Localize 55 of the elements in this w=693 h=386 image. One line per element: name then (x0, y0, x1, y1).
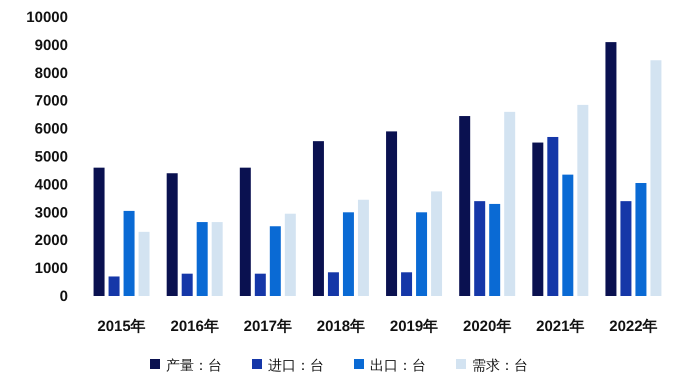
bar (284, 214, 296, 296)
bar (532, 142, 544, 296)
y-tick-label: 9000 (34, 36, 68, 54)
x-tick-label: 2018年 (316, 318, 366, 335)
bar (401, 272, 412, 296)
y-tick-label: 4000 (34, 176, 68, 194)
bar (358, 200, 369, 296)
bar (386, 131, 398, 296)
bar (489, 204, 500, 296)
bar (328, 272, 339, 296)
bar (416, 212, 428, 296)
bar (577, 104, 588, 296)
bar (635, 183, 646, 296)
x-tick-label: 2020年 (463, 318, 512, 335)
bar (196, 222, 208, 296)
x-tick-label: 2019年 (390, 318, 438, 335)
bar (270, 226, 281, 296)
bar (431, 191, 442, 296)
bar (212, 222, 223, 296)
y-tick-label: 2000 (34, 232, 68, 250)
bar (124, 210, 135, 296)
bar (342, 212, 354, 296)
bar (312, 141, 324, 296)
y-tick-label: 6000 (34, 120, 68, 138)
x-tick-label: 2016年 (170, 318, 219, 335)
bar (620, 201, 632, 296)
bar (562, 174, 574, 296)
bar (547, 136, 558, 296)
bar (474, 201, 486, 296)
legend-label: 进口：台 (268, 357, 324, 373)
bar (94, 168, 105, 296)
x-tick-label: 2017年 (244, 318, 292, 335)
bar (182, 274, 193, 296)
bar (166, 173, 178, 296)
y-tick-label: 5000 (34, 148, 68, 166)
y-tick-label: 0 (60, 288, 68, 305)
bar (459, 116, 470, 296)
bar (504, 112, 516, 296)
x-tick-label: 2021年 (536, 318, 584, 335)
y-tick-label: 7000 (34, 92, 68, 110)
y-tick-label: 3000 (34, 204, 68, 222)
x-tick-label: 2015年 (97, 318, 146, 335)
bar (138, 232, 150, 296)
legend-label: 需求：台 (472, 357, 528, 373)
y-tick-label: 10000 (26, 9, 68, 26)
legend-label: 产量：台 (166, 357, 222, 373)
bar (108, 276, 120, 296)
bar (240, 168, 251, 296)
y-tick-label: 8000 (34, 64, 68, 82)
x-tick-label: 2022年 (609, 318, 658, 335)
legend-label: 出口：台 (370, 357, 426, 373)
bar (605, 42, 616, 296)
bar (650, 60, 662, 296)
y-tick-label: 1000 (34, 260, 68, 278)
bar (254, 274, 266, 296)
